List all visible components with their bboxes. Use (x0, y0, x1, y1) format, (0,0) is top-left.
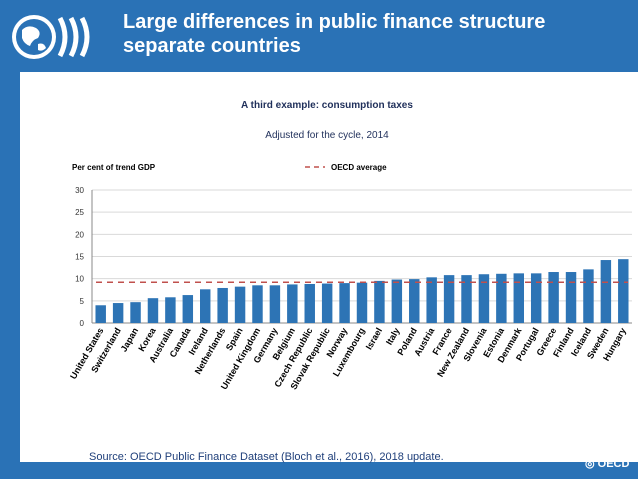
y-axis-label: Per cent of trend GDP (72, 163, 156, 172)
footer-oecd-logo: ◎ OECD (585, 457, 629, 470)
bar (583, 269, 594, 323)
chart-title: A third example: consumption taxes (241, 100, 413, 111)
y-tick-label: 10 (75, 275, 84, 284)
footer-logo-text: OECD (597, 458, 630, 470)
source-note: Source: OECD Public Finance Dataset (Blo… (89, 451, 444, 463)
bar (461, 275, 472, 323)
header-bar: Large differences in public finance stru… (0, 0, 638, 72)
bar (321, 283, 333, 323)
bar (147, 298, 159, 323)
bar (443, 275, 455, 323)
bar (565, 272, 577, 323)
footer-bar (0, 462, 638, 479)
bar (478, 274, 490, 323)
x-tick-label: Israel (364, 326, 384, 351)
y-tick-label: 0 (80, 319, 85, 328)
bar (496, 273, 507, 323)
bar (234, 286, 246, 323)
y-tick-label: 25 (75, 208, 84, 217)
bar (409, 279, 420, 323)
y-tick-label: 5 (80, 297, 85, 306)
legend-label: OECD average (331, 163, 387, 172)
content-frame (20, 72, 638, 462)
bar (182, 295, 194, 323)
slide-title: Large differences in public finance stru… (123, 10, 628, 58)
bar (304, 283, 315, 323)
bar (513, 273, 524, 323)
bar (217, 287, 228, 323)
bar (95, 305, 106, 323)
footer-logo-icon: ◎ (585, 458, 598, 470)
bar (287, 284, 298, 323)
bar (530, 273, 542, 323)
bar (356, 282, 368, 323)
y-tick-label: 20 (75, 230, 84, 239)
oecd-logo-icon (12, 15, 90, 59)
bar (426, 277, 437, 323)
left-rail (0, 72, 20, 462)
bar (269, 285, 281, 323)
bar (252, 285, 263, 323)
bar (339, 283, 350, 323)
bar (391, 279, 403, 323)
bar (618, 259, 629, 323)
x-tick-label: Italy (384, 326, 402, 347)
bar (600, 260, 612, 323)
y-tick-label: 30 (75, 186, 84, 195)
slide-title-line2: separate countries (123, 35, 301, 57)
bar (112, 303, 124, 323)
chart-subtitle: Adjusted for the cycle, 2014 (265, 130, 389, 141)
bar (165, 297, 176, 323)
bar (374, 280, 385, 323)
y-tick-label: 15 (75, 253, 84, 262)
bar (548, 272, 559, 323)
bar (130, 302, 141, 323)
slide-title-line1: Large differences in public finance stru… (123, 11, 546, 33)
bar (200, 289, 211, 323)
